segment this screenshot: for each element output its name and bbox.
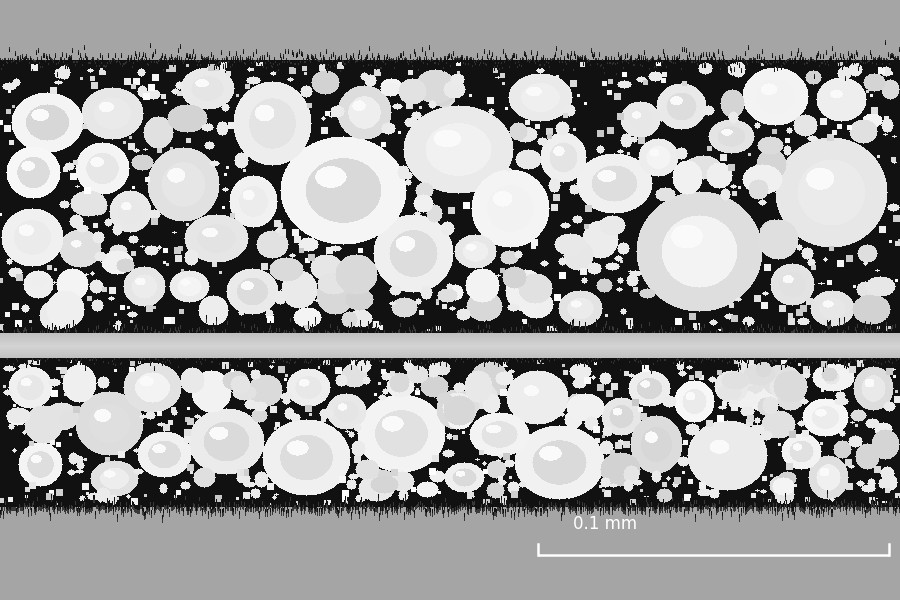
Text: 0.1 mm: 0.1 mm — [573, 515, 637, 533]
